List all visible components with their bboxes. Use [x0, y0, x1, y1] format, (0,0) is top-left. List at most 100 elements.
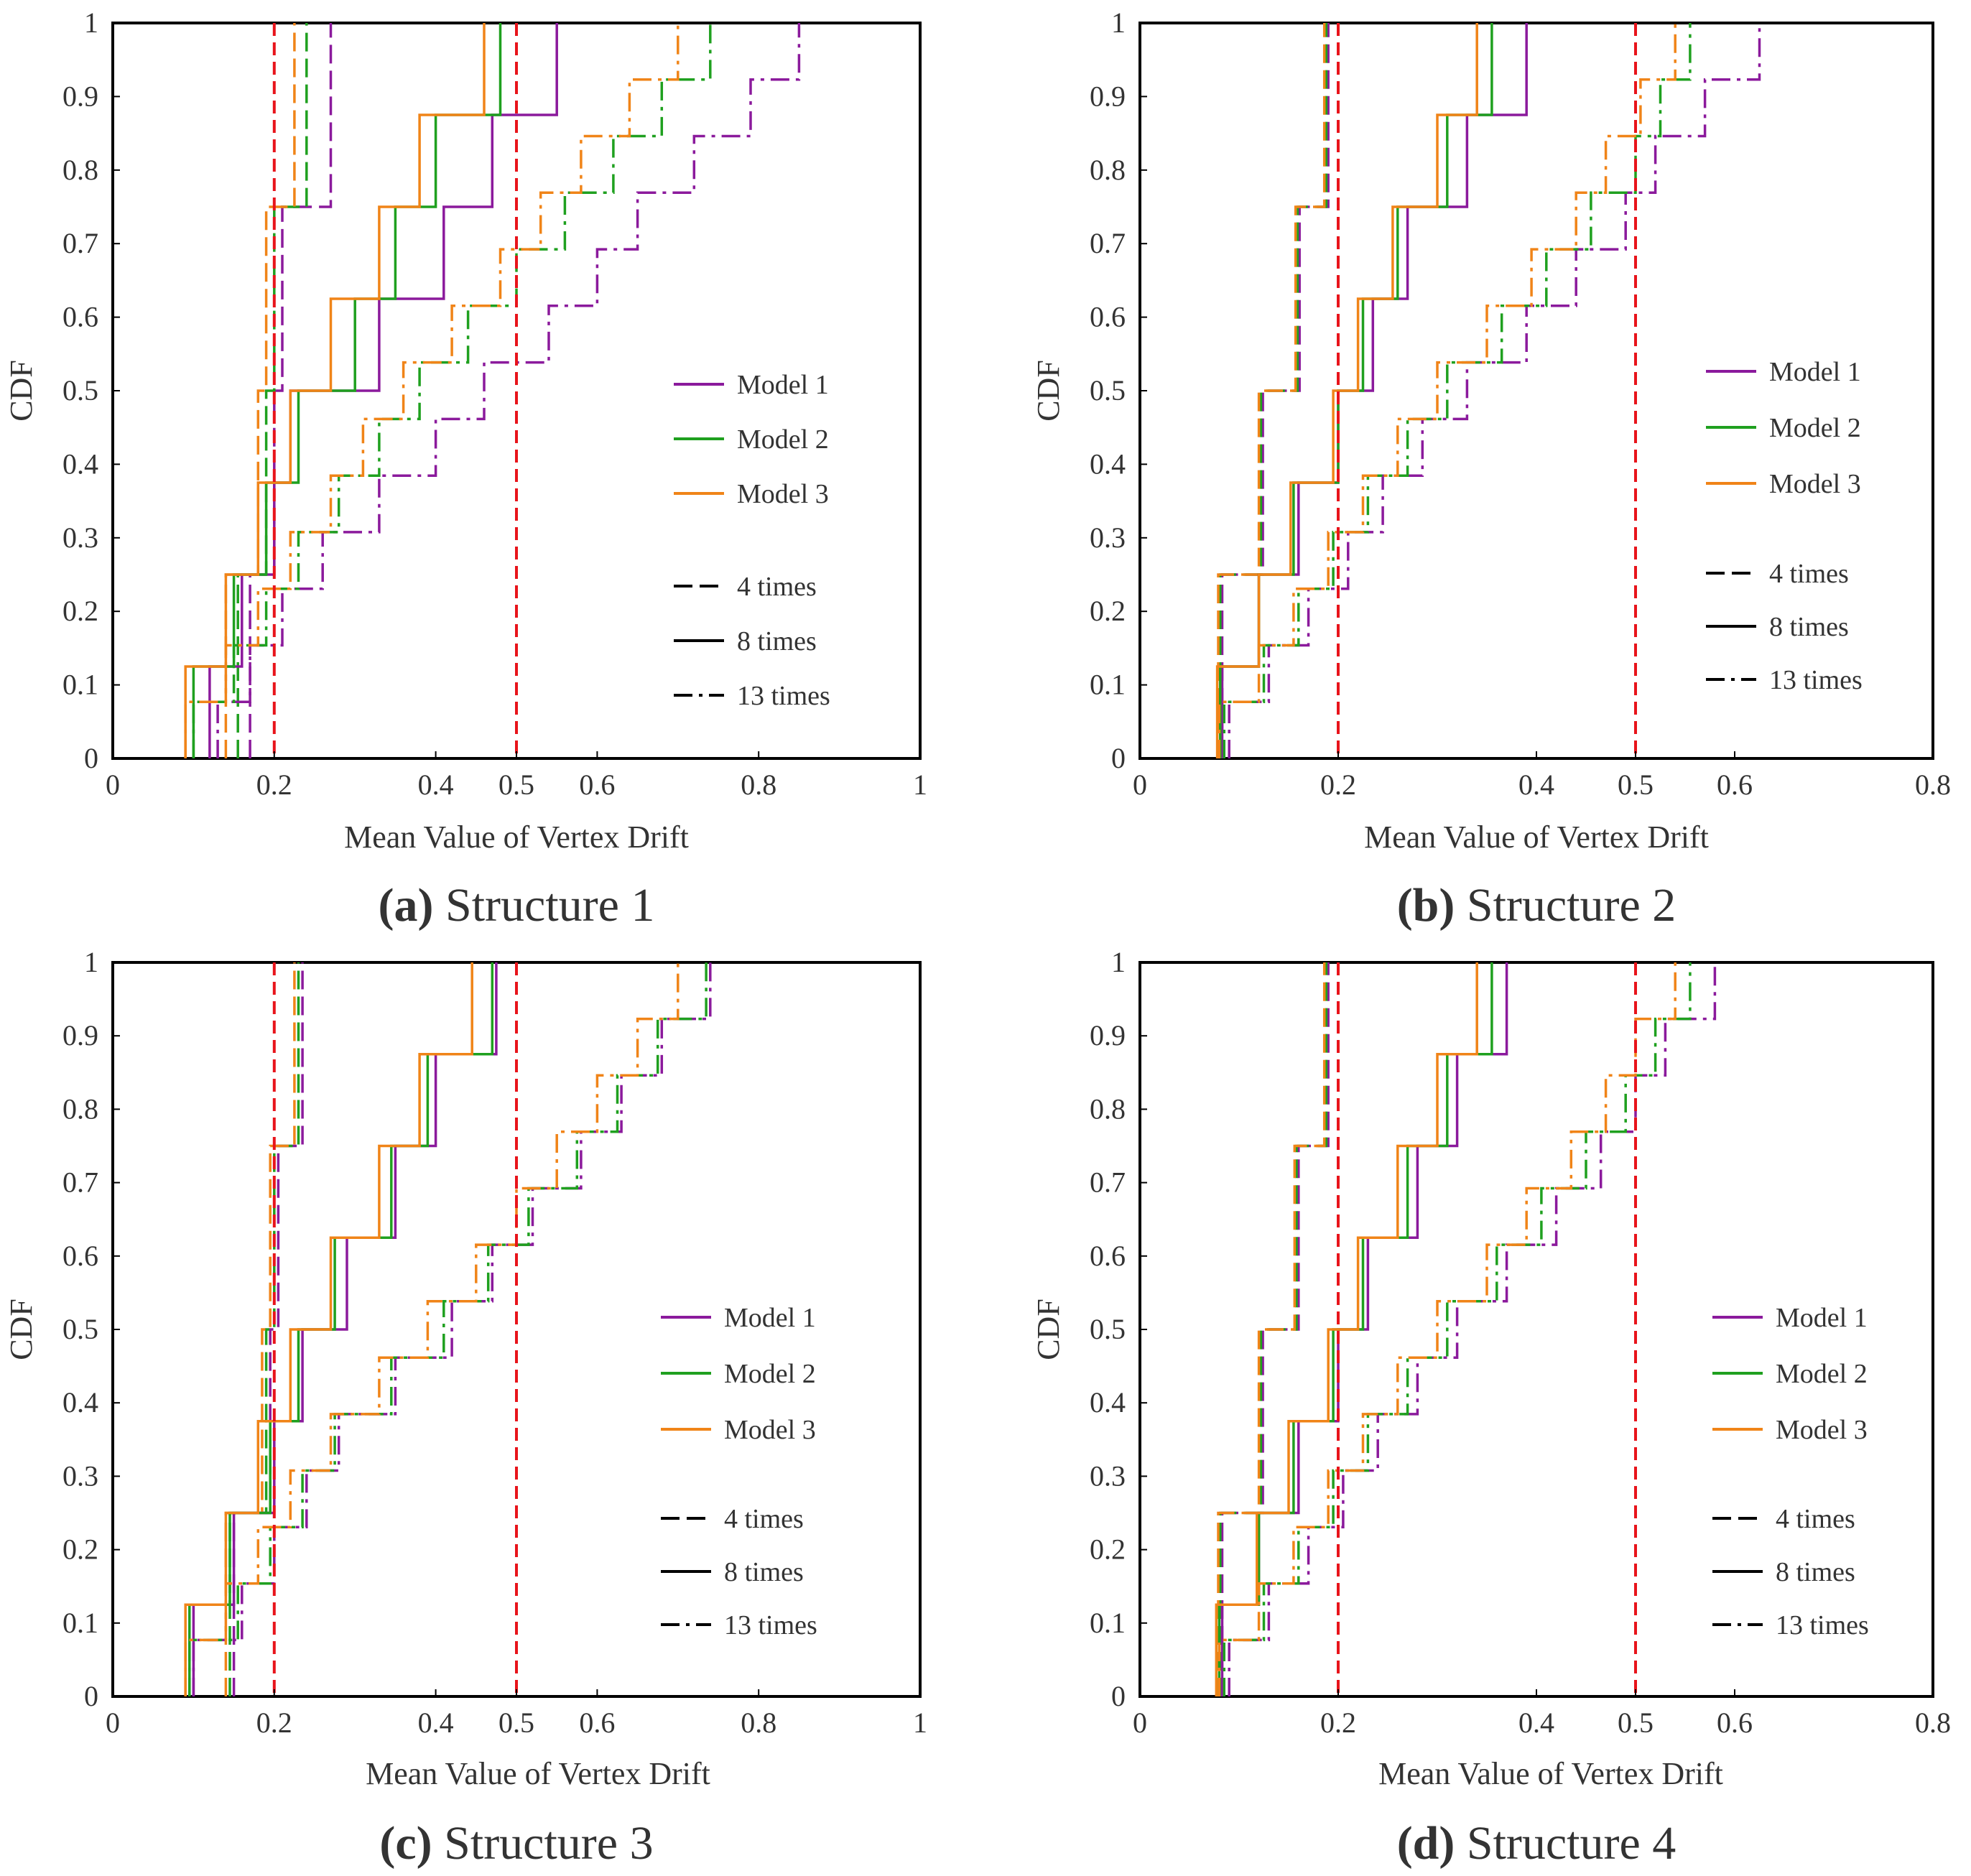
cdf-step-line-9 [1218, 23, 1676, 758]
x-tick-label: 0.6 [1717, 768, 1753, 801]
legend-label: 8 times [1769, 612, 1849, 642]
panel-caption: (b) Structure 2 [1397, 879, 1676, 932]
x-tick-label: 0.5 [498, 1706, 534, 1739]
x-tick-label: 0.5 [1618, 1706, 1654, 1739]
panel-caption: (a) Structure 1 [379, 879, 655, 932]
cdf-step-line-7 [1228, 962, 1717, 1696]
y-tick-label: 0.9 [1090, 80, 1126, 112]
legend-label: Model 3 [724, 1415, 816, 1445]
y-tick-label: 1 [1111, 6, 1126, 39]
y-tick-label: 0 [1111, 1680, 1126, 1712]
legend-label: 8 times [724, 1557, 804, 1587]
chart-panel-a: 0 0.1 0.2 0.3 0.4 0.5 0.6 0.7 0.8 0.9 1 0 0.2 0.4 0.5… [4, 6, 927, 932]
y-tick-label: 0.3 [62, 521, 98, 554]
y-tick-label: 0.2 [1090, 595, 1126, 627]
y-ticks: 0 0.1 0.2 0.3 0.4 0.5 0.6 0.7 0.8 0.9 1 [62, 6, 120, 774]
cdf-step-line-3 [1217, 23, 1326, 758]
legend-label: Model 1 [1769, 357, 1861, 387]
cdf-step-line-3 [224, 23, 296, 758]
legend-label: 4 times [1776, 1504, 1855, 1534]
x-ticks: 0 0.2 0.4 0.5 0.6 0.8 [1133, 1689, 1951, 1739]
x-tick-label: 0.8 [741, 768, 776, 801]
y-tick-label: 0.6 [1090, 301, 1126, 333]
y-tick-label: 0.7 [62, 227, 98, 259]
panel-title: Structure 4 [1455, 1817, 1676, 1870]
y-tick-label: 0.3 [62, 1459, 98, 1492]
y-tick-label: 0.8 [1090, 1092, 1126, 1125]
x-tick-label: 0.5 [1618, 768, 1654, 801]
y-tick-label: 0.4 [62, 447, 98, 480]
legend: Model 1 Model 2 Model 3 4 times 8 times 13 ti… [1706, 357, 1863, 695]
cdf-step-line-9 [184, 962, 680, 1696]
x-tick-label: 0 [106, 1706, 120, 1739]
x-tick-label: 0.6 [579, 768, 615, 801]
x-tick-label: 0.4 [1518, 1706, 1554, 1739]
y-tick-label: 0 [84, 1680, 98, 1712]
x-tick-label: 0.2 [256, 1706, 292, 1739]
y-axis-label: CDF [4, 360, 39, 422]
x-axis-label: Mean Value of Vertex Drift [344, 819, 689, 855]
chart-panel-d: 0 0.1 0.2 0.3 0.4 0.5 0.6 0.7 0.8 0.9 1 0 0.2 0.4 0.5… [1031, 946, 1951, 1870]
y-tick-label: 0.2 [62, 1533, 98, 1566]
panel-title: Structure 1 [434, 879, 655, 932]
y-tick-label: 0.1 [1090, 669, 1126, 701]
cdf-step-line-9 [1218, 962, 1676, 1696]
panel-letter: (a) [379, 879, 434, 932]
legend-label: 8 times [737, 626, 817, 656]
cdf-step-line-6 [1215, 962, 1478, 1696]
x-tick-label: 0.5 [498, 768, 534, 801]
y-tick-label: 0.5 [1090, 1313, 1126, 1345]
legend-label: 13 times [1769, 665, 1863, 695]
y-tick-label: 0.5 [62, 1313, 98, 1345]
y-tick-label: 0.6 [1090, 1240, 1126, 1272]
cdf-step-line-8 [192, 23, 712, 758]
legend-label: Model 1 [737, 370, 829, 400]
legend: Model 1 Model 2 Model 3 4 times 8 times 13 ti… [661, 1303, 817, 1640]
panel-letter: (d) [1397, 1817, 1455, 1870]
data-marks [184, 962, 712, 1696]
x-ticks: 0 0.2 0.4 0.5 0.6 0.8 1 [106, 751, 927, 801]
legend: Model 1 Model 2 Model 3 4 times 8 times 13 ti… [674, 370, 830, 711]
y-tick-label: 0.7 [1090, 1166, 1126, 1199]
legend: Model 1 Model 2 Model 3 4 times 8 times 13 ti… [1712, 1303, 1869, 1640]
y-tick-label: 0.8 [1090, 154, 1126, 186]
panel-caption: (c) Structure 3 [379, 1817, 653, 1870]
chart-panel-b: 0 0.1 0.2 0.3 0.4 0.5 0.6 0.7 0.8 0.9 1 0 0.2 0.4 0.5… [1031, 6, 1951, 932]
x-axis-label: Mean Value of Vertex Drift [1378, 1756, 1723, 1791]
legend-label: Model 3 [1769, 469, 1861, 499]
y-tick-label: 0.5 [62, 374, 98, 407]
legend-label: Model 2 [737, 424, 829, 455]
y-tick-label: 0.2 [1090, 1533, 1126, 1566]
y-axis-label: CDF [1031, 1299, 1066, 1360]
legend-label: 13 times [724, 1610, 817, 1640]
legend-label: Model 1 [724, 1303, 816, 1333]
chart-panel-c: 0 0.1 0.2 0.3 0.4 0.5 0.6 0.7 0.8 0.9 1 0 0.2 0.4 0.5… [4, 946, 927, 1870]
legend-label: Model 1 [1776, 1303, 1868, 1333]
cdf-step-line-7 [216, 23, 801, 758]
y-tick-label: 0.4 [1090, 1386, 1126, 1418]
y-tick-label: 0.4 [62, 1386, 98, 1418]
x-tick-label: 0.8 [1915, 768, 1951, 801]
x-tick-label: 0.2 [1320, 1706, 1356, 1739]
x-tick-label: 1 [913, 768, 927, 801]
x-tick-label: 0.8 [1915, 1706, 1951, 1739]
y-tick-label: 0.2 [62, 595, 98, 627]
x-tick-label: 0.4 [418, 1706, 454, 1739]
y-tick-label: 0.8 [62, 154, 98, 186]
cdf-step-line-3 [224, 962, 296, 1696]
legend-label: 4 times [737, 572, 817, 602]
legend-label: 4 times [724, 1504, 804, 1534]
legend-label: 13 times [1776, 1610, 1869, 1640]
legend-label: Model 2 [1769, 413, 1861, 443]
legend-label: Model 3 [737, 479, 829, 509]
x-tick-label: 0.6 [1717, 1706, 1753, 1739]
y-tick-label: 0 [1111, 742, 1126, 774]
cdf-step-line-5 [192, 23, 502, 758]
legend-label: Model 2 [724, 1359, 816, 1389]
panel-title: Structure 2 [1455, 879, 1676, 932]
y-ticks: 0 0.1 0.2 0.3 0.4 0.5 0.6 0.7 0.8 0.9 1 [62, 946, 120, 1712]
y-tick-label: 0.9 [62, 80, 98, 112]
x-axis-label: Mean Value of Vertex Drift [1364, 819, 1709, 855]
legend-label: 8 times [1776, 1557, 1855, 1587]
cdf-step-line-6 [184, 962, 473, 1696]
